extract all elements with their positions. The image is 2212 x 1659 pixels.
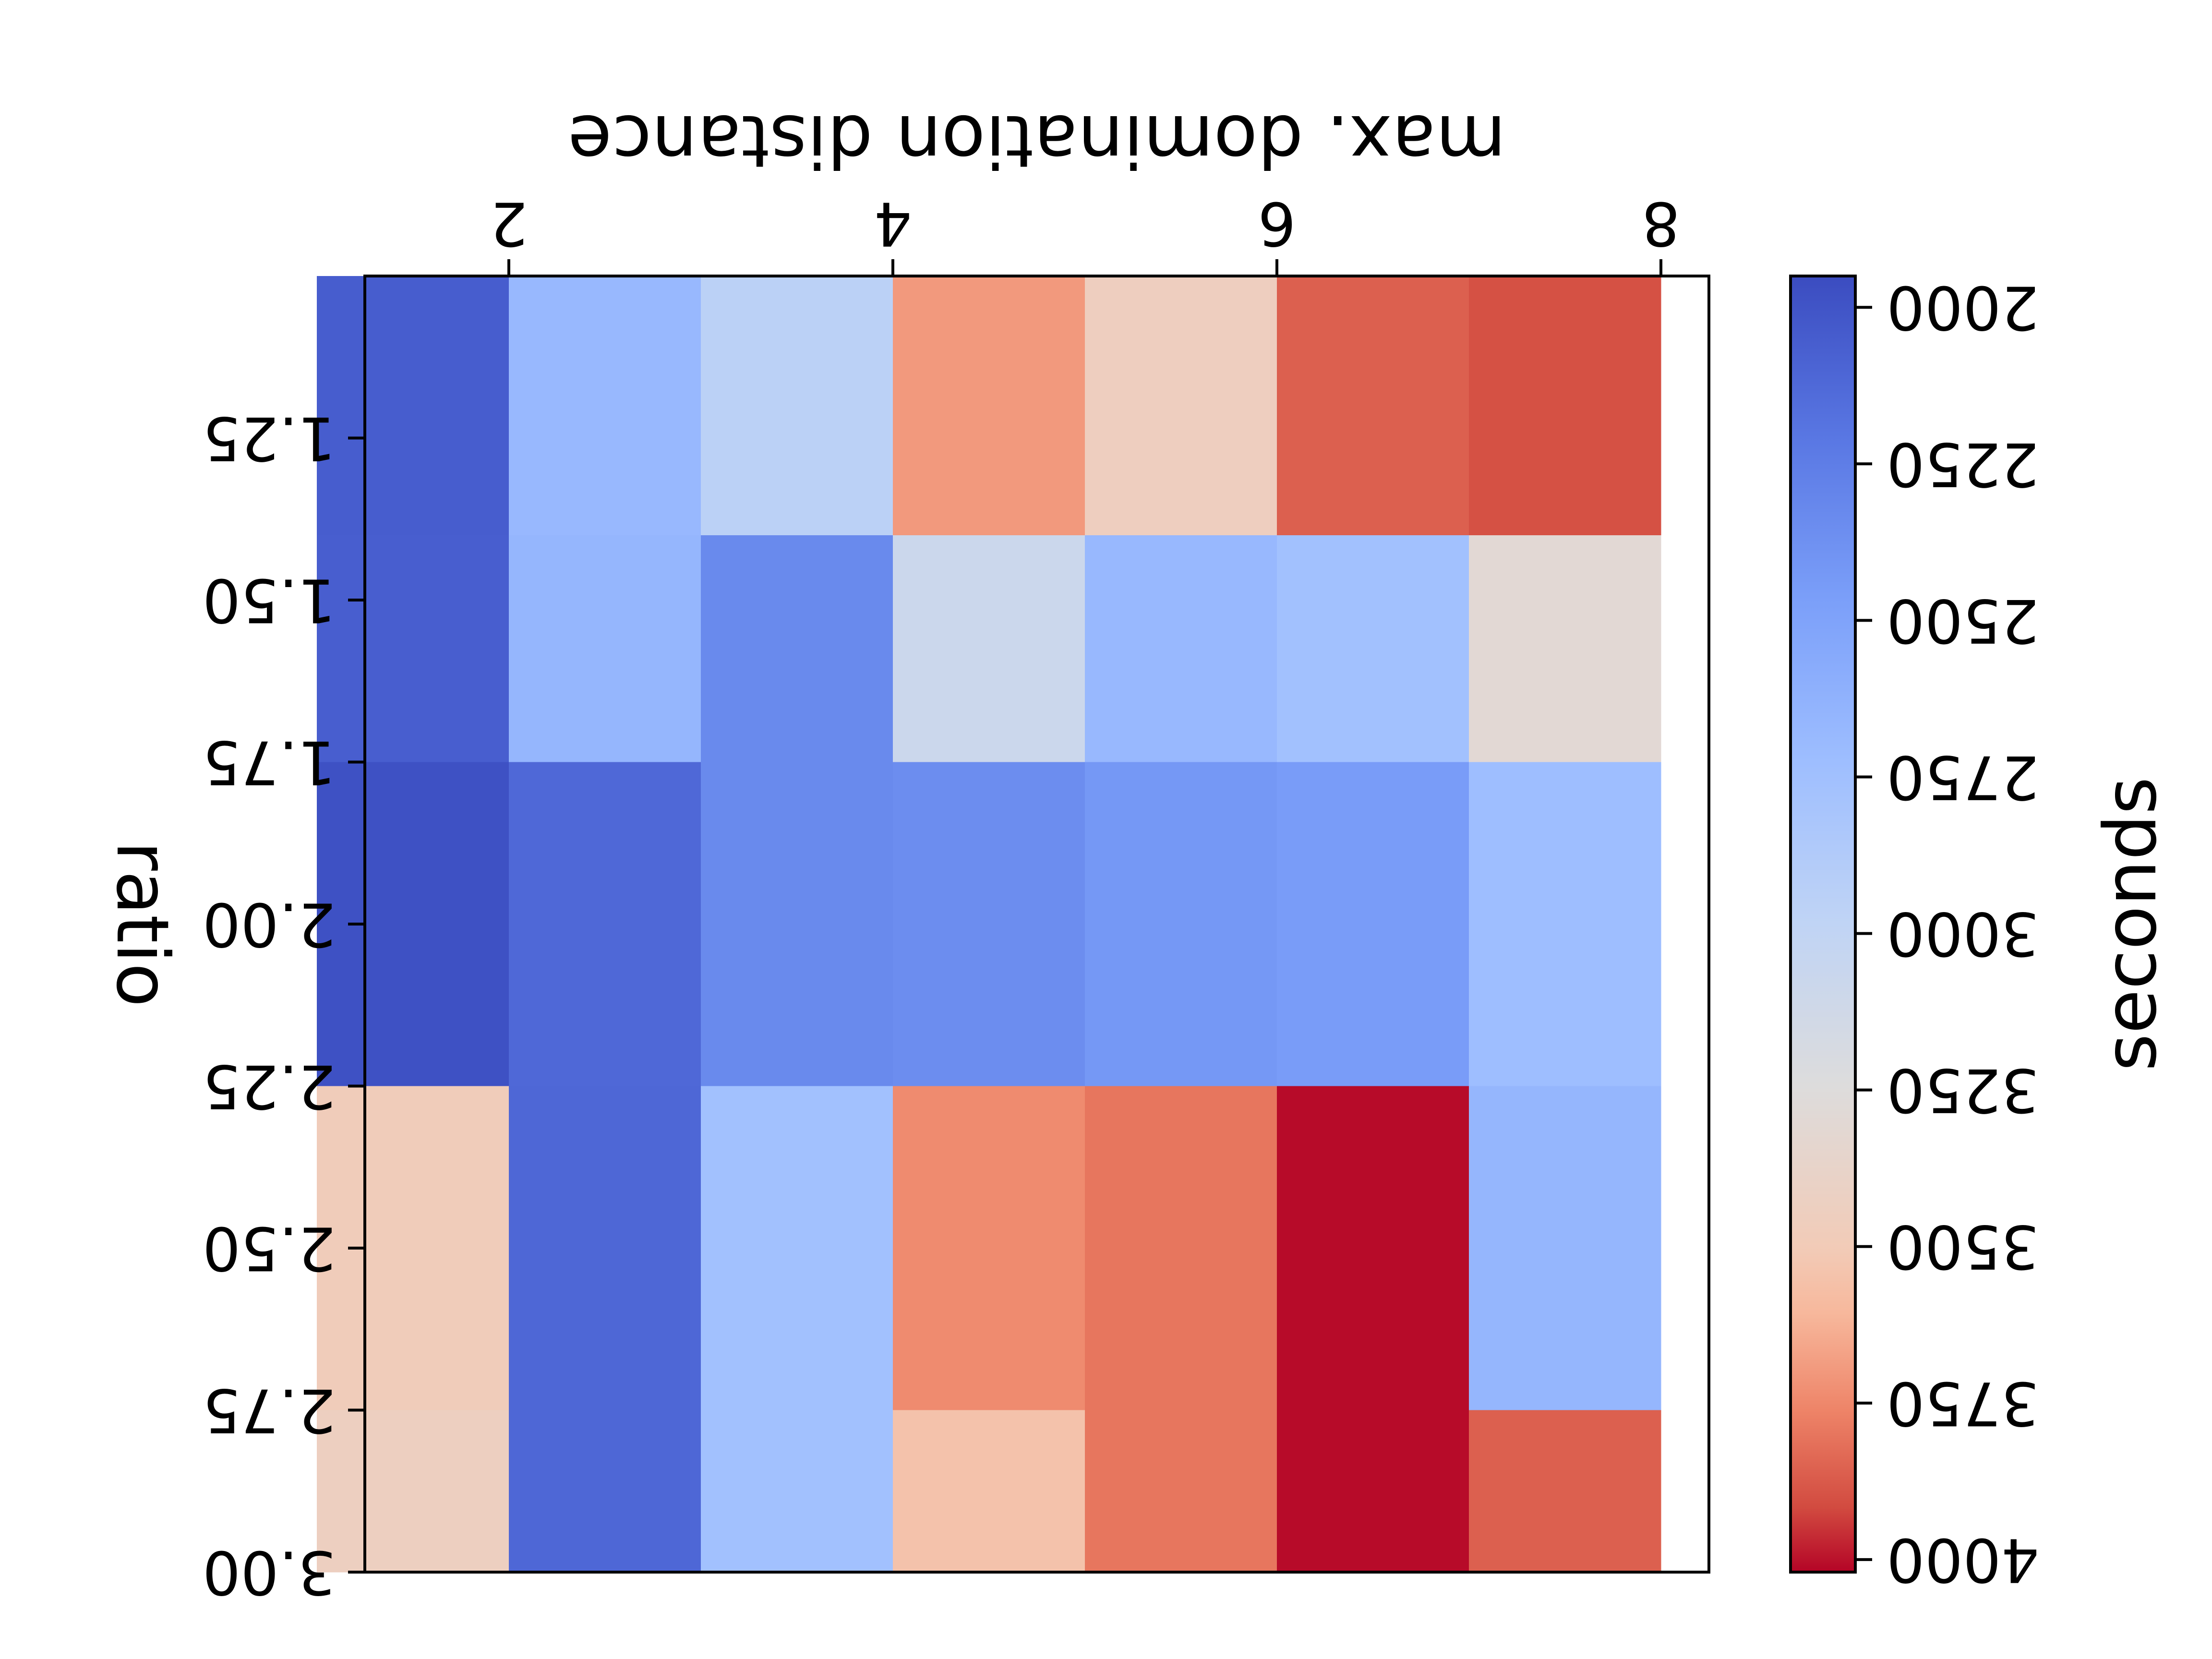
heatmap-cell: [1277, 535, 1469, 762]
y-axis-label: ratio: [100, 841, 184, 1007]
y-tick-label: 2.50: [203, 1214, 336, 1283]
heatmap-cell: [509, 1086, 701, 1410]
heatmap-cell: [1085, 276, 1277, 536]
heatmap-cell: [317, 1086, 509, 1410]
heatmap-cell: [893, 1086, 1085, 1410]
heatmap-cell: [317, 1410, 509, 1573]
heatmap-cell: [1469, 762, 1661, 1086]
x-tick-label: 2: [490, 189, 528, 258]
heatmap-cell: [1469, 535, 1661, 762]
heatmap-cell: [893, 535, 1085, 762]
heatmap-cell: [701, 1410, 893, 1573]
x-axis-label: max. domination distance: [568, 99, 1506, 182]
x-tick-label: 6: [1258, 189, 1296, 258]
heatmap-cell: [1469, 1086, 1661, 1410]
y-tick-label: 1.25: [203, 403, 336, 473]
heatmap-cells: [317, 276, 1661, 1573]
heatmap-cell: [509, 1410, 701, 1573]
colorbar-ticks: 2000 2250 2500 2750 3000 3250 3500 3750 4000: [1855, 273, 2039, 1594]
heatmap-cell: [893, 276, 1085, 536]
heatmap-cell: [701, 1086, 893, 1410]
heatmap-cell: [1085, 1086, 1277, 1410]
colorbar-tick-label: 2500: [1887, 586, 2039, 655]
heatmap-cell: [701, 276, 893, 536]
colorbar-tick-label: 4000: [1887, 1525, 2039, 1594]
colorbar-tick-label: 3500: [1887, 1212, 2039, 1281]
heatmap-cell: [317, 276, 509, 536]
heatmap-cell: [1469, 276, 1661, 536]
y-axis-ticks: 1.25 1.50 1.75 2.00 2.25 2.50 2.75 3.00: [203, 403, 365, 1607]
heatmap-cell: [1277, 1410, 1469, 1573]
colorbar-tick-label: 3750: [1887, 1368, 2039, 1438]
y-tick-label: 2.75: [203, 1375, 336, 1445]
heatmap-cell: [1085, 762, 1277, 1086]
y-tick-label: 3.00: [203, 1538, 336, 1607]
heatmap-cell: [317, 762, 509, 1086]
heatmap-cell: [509, 762, 701, 1086]
heatmap-cell: [1277, 1086, 1469, 1410]
colorbar-tick-label: 2250: [1887, 429, 2039, 499]
heatmap-cell: [893, 1410, 1085, 1573]
x-axis-ticks: 2 4 6 8: [490, 189, 1680, 276]
heatmap-cell: [893, 762, 1085, 1086]
heatmap-cell: [701, 762, 893, 1086]
x-tick-label: 4: [874, 189, 912, 258]
heatmap-cell: [1085, 1410, 1277, 1573]
heatmap-cell: [509, 535, 701, 762]
colorbar-tick-label: 2750: [1887, 742, 2039, 812]
colorbar: [1789, 275, 1857, 1574]
heatmap-cell: [1277, 276, 1469, 536]
heatmap-cell: [701, 535, 893, 762]
y-tick-label: 1.75: [203, 727, 336, 797]
colorbar-tick-label: 3000: [1887, 899, 2039, 968]
heatmap-cell: [1469, 1410, 1661, 1573]
y-tick-label: 2.25: [203, 1051, 336, 1121]
heatmap-cell: [509, 276, 701, 536]
heatmap-cell: [1085, 535, 1277, 762]
y-tick-label: 1.50: [203, 565, 336, 635]
heatmap-cell: [1277, 762, 1469, 1086]
colorbar-label: seconds: [2089, 777, 2173, 1071]
y-tick-label: 2.00: [203, 890, 336, 959]
x-tick-label: 8: [1642, 189, 1680, 258]
heatmap-cell: [317, 535, 509, 762]
colorbar-tick-label: 3250: [1887, 1055, 2039, 1125]
colorbar-tick-label: 2000: [1887, 273, 2039, 342]
